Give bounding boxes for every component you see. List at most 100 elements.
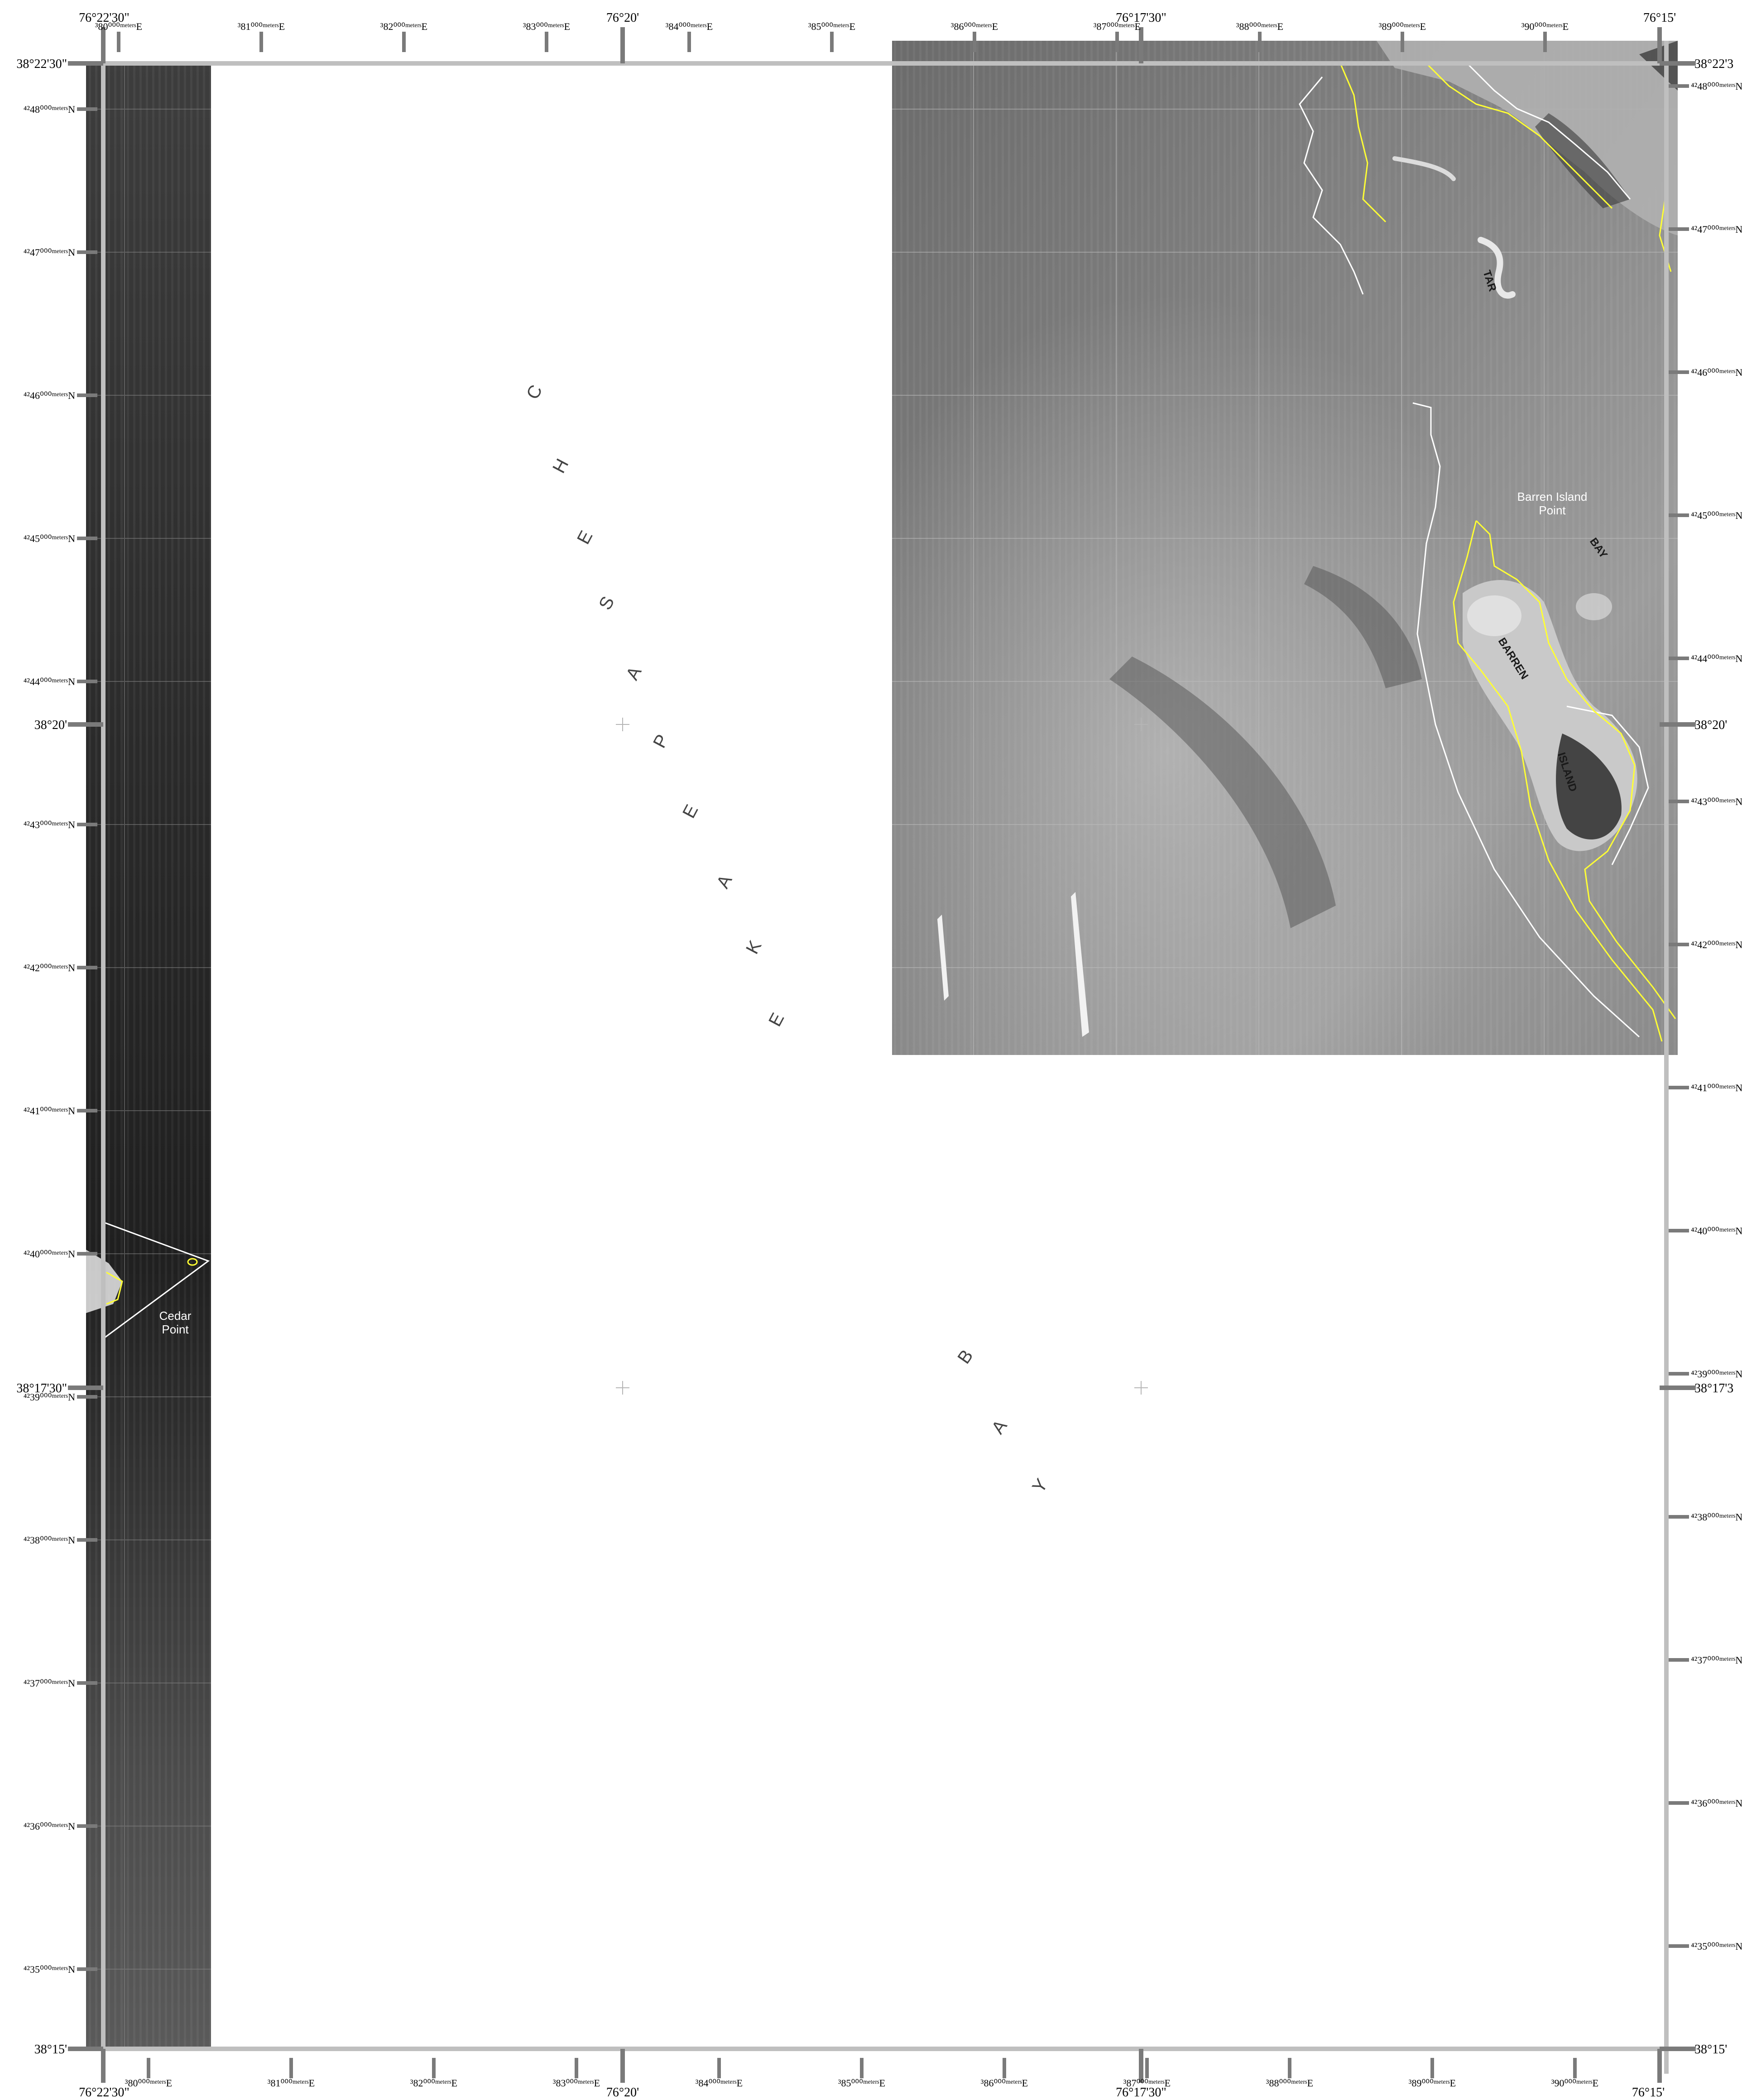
historic-shoreline-north <box>1299 77 1364 295</box>
northing-label-right: ⁴²41⁰⁰⁰ᵐᵉᵗᵉʳˢN <box>1691 1082 1742 1093</box>
longitude-labels-bottom: 76°22'30" 76°20' 76°17'30" 76°15' <box>79 2086 1665 2100</box>
geo-ticks <box>68 27 1696 2083</box>
easting-label-bottom: ³82⁰⁰⁰ᵐᵉᵗᵉʳˢE <box>410 2077 457 2089</box>
northing-label-right: ⁴²38⁰⁰⁰ᵐᵉᵗᵉʳˢN <box>1691 1511 1742 1523</box>
easting-label-top: ³81⁰⁰⁰ᵐᵉᵗᵉʳˢE <box>238 21 285 32</box>
lon-label-top: 76°15' <box>1643 11 1676 25</box>
northing-label-right: ⁴²35⁰⁰⁰ᵐᵉᵗᵉʳˢN <box>1691 1941 1742 1952</box>
northing-label-right: ⁴²36⁰⁰⁰ᵐᵉᵗᵉʳˢN <box>1691 1798 1742 1809</box>
northing-label-left: ⁴²45⁰⁰⁰ᵐᵉᵗᵉʳˢN <box>24 533 75 544</box>
northing-label-left: ⁴²44⁰⁰⁰ᵐᵉᵗᵉʳˢN <box>24 676 75 687</box>
easting-label-top: ³80⁰⁰⁰ᵐᵉᵗᵉʳˢE <box>95 21 142 32</box>
chesapeake-letter: P <box>649 731 672 751</box>
easting-label-top: ³82⁰⁰⁰ᵐᵉᵗᵉʳˢE <box>380 21 427 32</box>
lat-label-left: 38°22'30" <box>16 57 67 71</box>
lon-label-bottom: 76°15' <box>1632 2086 1665 2100</box>
lat-label-right: 38°20' <box>1694 718 1727 732</box>
chesapeake-letter: A <box>622 663 646 683</box>
easting-label-bottom: ³83⁰⁰⁰ᵐᵉᵗᵉʳˢE <box>553 2077 600 2089</box>
northing-label-left: ⁴²35⁰⁰⁰ᵐᵉᵗᵉʳˢN <box>24 1964 75 1975</box>
chesapeake-letter: A <box>713 872 736 892</box>
cedar-point-current-shoreline <box>106 1271 123 1305</box>
northing-label-left: ⁴²43⁰⁰⁰ᵐᵉᵗᵉʳˢN <box>24 819 75 830</box>
lon-label-bottom: 76°22'30" <box>79 2086 130 2100</box>
lon-label-bottom: 76°20' <box>606 2086 639 2100</box>
lat-label-left: 38°15' <box>34 2042 67 2057</box>
northing-label-right: ⁴²40⁰⁰⁰ᵐᵉᵗᵉʳˢN <box>1691 1225 1742 1237</box>
chesapeake-label: C H E S A P E A K E <box>523 382 788 1030</box>
easting-label-top: ³84⁰⁰⁰ᵐᵉᵗᵉʳˢE <box>666 21 713 32</box>
easting-label-top: ³85⁰⁰⁰ᵐᵉᵗᵉʳˢE <box>808 21 855 32</box>
easting-label-bottom: ³84⁰⁰⁰ᵐᵉᵗᵉʳˢE <box>696 2077 743 2089</box>
lat-label-left: 38°17'30" <box>16 1381 67 1395</box>
cedar-point-historic-shoreline <box>104 1222 210 1339</box>
historic-shoreline-barren-island <box>1412 402 1640 1038</box>
northing-label-right: ⁴²39⁰⁰⁰ᵐᵉᵗᵉʳˢN <box>1691 1368 1742 1380</box>
lat-label-right: 38°15' <box>1694 2042 1727 2057</box>
northing-label-right: ⁴²47⁰⁰⁰ᵐᵉᵗᵉʳˢN <box>1691 224 1742 235</box>
northing-label-right: ⁴²45⁰⁰⁰ᵐᵉᵗᵉʳˢN <box>1691 510 1742 521</box>
bay-water-label: B A Y <box>954 1346 1051 1496</box>
northing-label-left: ⁴²37⁰⁰⁰ᵐᵉᵗᵉʳˢN <box>24 1678 75 1689</box>
bay-letter: B <box>954 1346 977 1367</box>
easting-label-top: ³86⁰⁰⁰ᵐᵉᵗᵉʳˢE <box>951 21 998 32</box>
bay-letter: Y <box>1028 1475 1051 1496</box>
northing-label-right: ⁴²44⁰⁰⁰ᵐᵉᵗᵉʳˢN <box>1691 653 1742 664</box>
latitude-labels-right: 38°22'3 38°20' 38°17'3 38°15' <box>1694 57 1733 2057</box>
lon-label-top: 76°17'30" <box>1116 11 1166 25</box>
northing-label-left: ⁴²42⁰⁰⁰ᵐᵉᵗᵉʳˢN <box>24 962 75 973</box>
longitude-labels-top: 76°22'30" 76°20' 76°17'30" 76°15' <box>79 11 1676 25</box>
easting-label-bottom: ³80⁰⁰⁰ᵐᵉᵗᵉʳˢE <box>125 2077 172 2089</box>
cedar-point-label-line2: Point <box>162 1323 189 1336</box>
northing-label-left: ⁴²38⁰⁰⁰ᵐᵉᵗᵉʳˢN <box>24 1534 75 1546</box>
northing-label-right: ⁴²43⁰⁰⁰ᵐᵉᵗᵉʳˢN <box>1691 796 1742 807</box>
northing-label-left: ⁴²36⁰⁰⁰ᵐᵉᵗᵉʳˢN <box>24 1821 75 1832</box>
bay-letter: A <box>988 1416 1011 1438</box>
easting-label-bottom: ³90⁰⁰⁰ᵐᵉᵗᵉʳˢE <box>1551 2077 1598 2089</box>
easting-label-top: ³89⁰⁰⁰ᵐᵉᵗᵉʳˢE <box>1379 21 1426 32</box>
chesapeake-letter: E <box>679 801 702 821</box>
utm-easting-top: ³80⁰⁰⁰ᵐᵉᵗᵉʳˢE ³81⁰⁰⁰ᵐᵉᵗᵉʳˢE ³82⁰⁰⁰ᵐᵉᵗᵉʳˢ… <box>95 21 1569 32</box>
latitude-labels-left: 38°22'30" 38°20' 38°17'30" 38°15' <box>16 57 67 2057</box>
easting-label-bottom: ³87⁰⁰⁰ᵐᵉᵗᵉʳˢE <box>1123 2077 1171 2089</box>
current-shoreline-north <box>1339 63 1387 223</box>
chesapeake-letter: K <box>742 937 766 957</box>
northing-label-right: ⁴²46⁰⁰⁰ᵐᵉᵗᵉʳˢN <box>1691 367 1742 378</box>
utm-northing-right: ⁴²48⁰⁰⁰ᵐᵉᵗᵉʳˢN ⁴²47⁰⁰⁰ᵐᵉᵗᵉʳˢN ⁴²46⁰⁰⁰ᵐᵉᵗ… <box>1691 81 1742 1952</box>
easting-label-bottom: ³88⁰⁰⁰ᵐᵉᵗᵉʳˢE <box>1266 2077 1313 2089</box>
easting-label-bottom: ³81⁰⁰⁰ᵐᵉᵗᵉʳˢE <box>268 2077 315 2089</box>
map-frame <box>86 41 1678 2074</box>
easting-label-top: ³83⁰⁰⁰ᵐᵉᵗᵉʳˢE <box>523 21 570 32</box>
registration-crosses <box>616 718 1148 1395</box>
easting-label-top: ³90⁰⁰⁰ᵐᵉᵗᵉʳˢE <box>1521 21 1569 32</box>
easting-label-top: ³88⁰⁰⁰ᵐᵉᵗᵉʳˢE <box>1236 21 1283 32</box>
lon-label-bottom: 76°17'30" <box>1116 2086 1166 2100</box>
easting-label-bottom: ³89⁰⁰⁰ᵐᵉᵗᵉʳˢE <box>1409 2077 1456 2089</box>
utm-easting-bottom: ³80⁰⁰⁰ᵐᵉᵗᵉʳˢE ³81⁰⁰⁰ᵐᵉᵗᵉʳˢE ³82⁰⁰⁰ᵐᵉᵗᵉʳˢ… <box>125 2077 1598 2089</box>
northing-label-right: ⁴²37⁰⁰⁰ᵐᵉᵗᵉʳˢN <box>1691 1654 1742 1666</box>
northing-label-left: ⁴²39⁰⁰⁰ᵐᵉᵗᵉʳˢN <box>24 1391 75 1403</box>
easting-label-bottom: ³85⁰⁰⁰ᵐᵉᵗᵉʳˢE <box>838 2077 885 2089</box>
northing-label-right: ⁴²48⁰⁰⁰ᵐᵉᵗᵉʳˢN <box>1691 81 1742 92</box>
lat-label-right: 38°17'3 <box>1694 1381 1733 1395</box>
left-imagery-strip: Cedar Point <box>86 61 211 2051</box>
barren-island-point-label-line1: Barren Island <box>1517 490 1588 503</box>
northing-label-left: ⁴²48⁰⁰⁰ᵐᵉᵗᵉʳˢN <box>24 104 75 115</box>
barren-island-point-label-line2: Point <box>1539 503 1566 517</box>
northing-label-left: ⁴²46⁰⁰⁰ᵐᵉᵗᵉʳˢN <box>24 390 75 401</box>
lon-label-top: 76°20' <box>606 11 639 25</box>
utm-ticks <box>77 32 1689 2078</box>
chesapeake-letter: H <box>549 455 572 476</box>
easting-label-bottom: ³86⁰⁰⁰ᵐᵉᵗᵉʳˢE <box>981 2077 1028 2089</box>
right-imagery: Barren Island Point BARREN ISLAND TAR BA… <box>892 41 1678 1055</box>
current-shoreline-barren-island <box>1453 520 1663 1042</box>
lat-label-left: 38°20' <box>34 718 67 732</box>
cedar-point-label-line1: Cedar <box>159 1309 192 1323</box>
lat-label-right: 38°22'3 <box>1694 57 1733 71</box>
northing-label-right: ⁴²42⁰⁰⁰ᵐᵉᵗᵉʳˢN <box>1691 939 1742 950</box>
lon-label-top: 76°22'30" <box>79 11 130 25</box>
easting-label-top: ³87⁰⁰⁰ᵐᵉᵗᵉʳˢE <box>1094 21 1141 32</box>
northing-label-left: ⁴²40⁰⁰⁰ᵐᵉᵗᵉʳˢN <box>24 1248 75 1260</box>
northing-label-left: ⁴²47⁰⁰⁰ᵐᵉᵗᵉʳˢN <box>24 247 75 258</box>
